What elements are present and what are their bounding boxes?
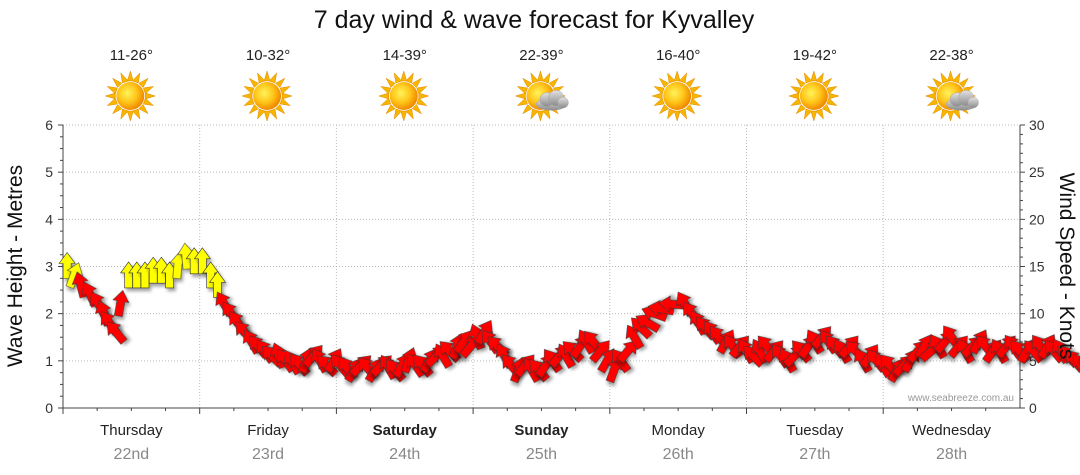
wind-arrow (647, 299, 675, 317)
day-date: 26th (663, 446, 694, 463)
right-tick-label: 30 (1029, 117, 1045, 133)
day-column: 14-39° Saturday 24th (373, 47, 438, 463)
day-date: 25th (526, 446, 557, 463)
day-name: Thursday (100, 422, 163, 439)
left-tick-label: 0 (45, 400, 53, 416)
plot-area: 0 1 2 3 4 5 6 0 5 10 15 20 25 30 www.seabreeze.com.a… (45, 117, 1080, 416)
credit-label: www.seabreeze.com.au (907, 393, 1014, 404)
right-tick-label: 0 (1029, 400, 1037, 416)
day-temperature: 22-38° (929, 47, 973, 64)
horizontal-gridlines (63, 124, 1020, 362)
left-tick-label: 1 (45, 353, 53, 369)
day-temperature: 16-40° (656, 47, 700, 64)
wind-arrow (112, 289, 130, 318)
sun-icon (378, 70, 430, 122)
day-temperature: 11-26° (110, 47, 153, 64)
day-name: Friday (247, 422, 289, 439)
right-tick-label: 10 (1029, 306, 1045, 322)
day-column: 10-32° Friday 23rd (241, 47, 293, 463)
day-date: 27th (799, 446, 830, 463)
day-date: 23rd (252, 446, 284, 463)
day-temperature: 14-39° (383, 47, 427, 64)
right-tick-label: 5 (1029, 353, 1037, 369)
day-column: 11-26° Thursday 22nd (100, 47, 163, 463)
day-columns: 11-26° Thursday 22nd 10-32° Friday 23rd 14-39°… (100, 47, 991, 463)
right-tick-label: 25 (1029, 164, 1045, 180)
right-tick-label: 20 (1029, 211, 1045, 227)
day-name: Sunday (514, 422, 569, 439)
partly-cloudy-icon (925, 70, 979, 122)
day-name: Tuesday (786, 422, 843, 439)
right-tick-label: 15 (1029, 259, 1045, 275)
right-axis-ticks: 0 5 10 15 20 25 30 (1020, 117, 1045, 416)
left-tick-label: 5 (45, 164, 53, 180)
left-axis-ticks: 0 1 2 3 4 5 6 (45, 117, 63, 416)
day-column: 22-39° Sunday 25th (514, 47, 569, 463)
day-name: Saturday (373, 422, 438, 439)
day-date: 22nd (114, 446, 150, 463)
left-tick-label: 6 (45, 117, 53, 133)
wind-arrow (616, 340, 637, 364)
day-column: 19-42° Tuesday 27th (786, 47, 843, 463)
day-name: Wednesday (912, 422, 991, 439)
left-tick-label: 3 (45, 259, 53, 275)
day-temperature: 10-32° (246, 47, 290, 64)
partly-cloudy-icon (514, 70, 569, 122)
day-name: Monday (651, 422, 705, 439)
wind-arrow-series (58, 242, 1080, 384)
left-tick-label: 2 (45, 306, 53, 322)
right-axis-title: Wind Speed - Knots (1055, 173, 1078, 360)
left-tick-label: 4 (45, 211, 53, 227)
chart-title: 7 day wind & wave forecast for Kyvalley (314, 6, 755, 34)
sun-icon (788, 70, 840, 122)
left-axis-title: Wave Height - Metres (4, 165, 27, 367)
sun-icon (241, 70, 293, 122)
day-temperature: 19-42° (793, 47, 837, 64)
sun-icon (104, 70, 156, 122)
wind-arrow (1072, 353, 1080, 379)
day-column: 22-38° Wednesday 28th (912, 47, 991, 463)
day-date: 28th (936, 446, 967, 463)
day-column: 16-40° Monday 26th (651, 47, 705, 463)
wind-arrow (106, 321, 128, 345)
wind-arrow (193, 247, 211, 275)
day-temperature: 22-39° (519, 47, 563, 64)
sun-icon (651, 70, 703, 122)
day-date: 24th (389, 446, 420, 463)
